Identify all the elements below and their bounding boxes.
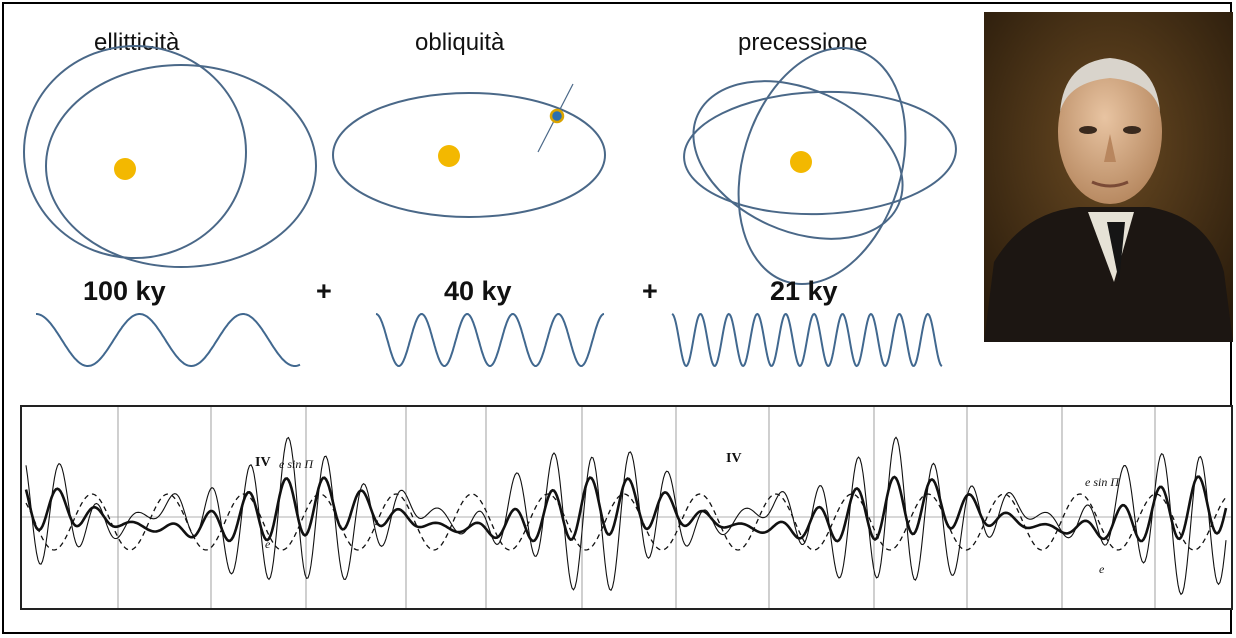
precession-orbit-3 bbox=[737, 47, 907, 285]
period-ellipticity: 100 ky bbox=[83, 276, 166, 306]
wave-obliquity bbox=[375, 312, 605, 368]
label-precession: precessione bbox=[738, 29, 868, 56]
planet-icon bbox=[549, 108, 565, 124]
sun-icon bbox=[790, 151, 812, 173]
plus-sign-2: + bbox=[642, 276, 658, 306]
ellipticity-orbit-2 bbox=[45, 64, 317, 268]
wave-precession bbox=[671, 312, 943, 368]
sinusoid-waves bbox=[36, 312, 943, 368]
annotation-e-1: e bbox=[265, 537, 271, 551]
series-bold-curve bbox=[24, 475, 1228, 543]
wave-ellipticity bbox=[36, 313, 301, 367]
ellipticity-orbit-1 bbox=[23, 45, 247, 259]
insolation-chart: IV e sin Π e IV e sin Π e bbox=[20, 405, 1233, 610]
man-portrait-icon bbox=[984, 12, 1233, 342]
annotation-esin-1: e sin Π bbox=[279, 457, 313, 471]
sun-icon bbox=[114, 158, 136, 180]
label-obliquity: obliquità bbox=[415, 29, 505, 56]
plus-sign-1: + bbox=[316, 276, 332, 306]
precession-orbit-1 bbox=[683, 90, 957, 216]
precession-orbit-2 bbox=[692, 80, 904, 240]
series-thin-curve bbox=[25, 436, 1227, 596]
label-ellipticity: ellitticità bbox=[94, 29, 180, 56]
orbit-diagrams bbox=[23, 45, 957, 285]
period-precession: 21 ky bbox=[770, 276, 838, 306]
obliquity-orbit bbox=[332, 92, 606, 218]
annotation-esin-2: e sin Π bbox=[1085, 475, 1119, 489]
chart-plot bbox=[22, 407, 1231, 608]
annotation-e-2: e bbox=[1099, 562, 1105, 576]
sun-icon bbox=[438, 145, 460, 167]
annotation-iv-1: IV bbox=[255, 455, 271, 470]
annotation-iv-2: IV bbox=[726, 451, 742, 466]
period-obliquity: 40 ky bbox=[444, 276, 512, 306]
